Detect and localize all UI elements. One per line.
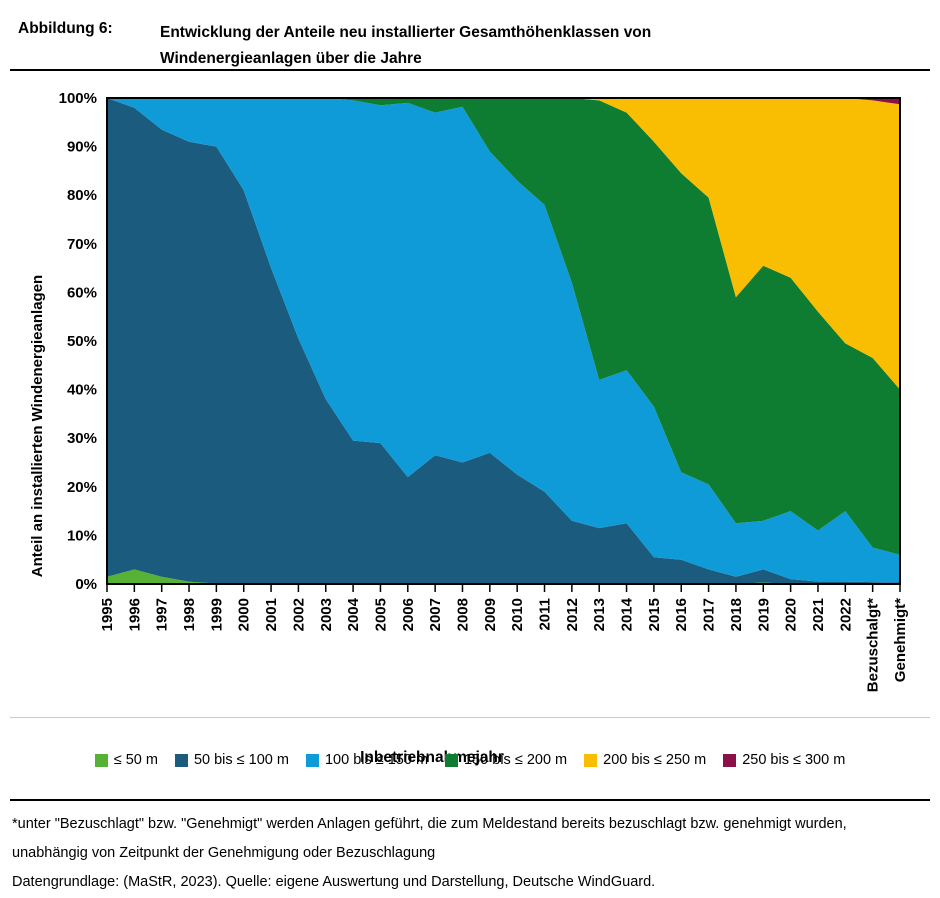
legend-label: ≤ 50 m xyxy=(113,752,158,768)
y-tick-label: 40% xyxy=(67,382,97,399)
y-tick-label: 20% xyxy=(67,479,97,496)
legend-chip xyxy=(94,753,108,767)
legend-label: 200 bis ≤ 250 m xyxy=(603,752,707,768)
area-series-3 xyxy=(107,98,900,555)
x-tick-label: 1997 xyxy=(154,598,171,631)
legend-chip xyxy=(174,753,188,767)
x-tick-label: 2002 xyxy=(290,598,307,631)
x-tick-label: 2018 xyxy=(728,598,745,631)
figure-label: Abbildung 6: xyxy=(18,20,113,37)
y-tick-label: 70% xyxy=(67,236,97,253)
x-tick-label: 2012 xyxy=(564,598,581,631)
x-tick-label: 2008 xyxy=(454,598,471,631)
x-tick-label: 1998 xyxy=(181,598,198,631)
source-text: Datengrundlage: (MaStR, 2023). Quelle: e… xyxy=(12,874,656,890)
x-tick-label: 2010 xyxy=(509,598,526,631)
x-tick-label: 2009 xyxy=(482,598,499,631)
y-tick-label: 0% xyxy=(75,576,97,593)
x-tick-label: Genehmigt* xyxy=(892,598,909,682)
legend-chip xyxy=(723,753,737,767)
plot-border xyxy=(106,97,901,585)
x-tick-label: 2020 xyxy=(783,598,800,631)
x-axis-ticks xyxy=(106,585,901,592)
x-tick-label: 2005 xyxy=(372,598,389,631)
legend-item-5: 250 bis ≤ 300 m xyxy=(723,752,845,768)
legend-label: 150 bis ≤ 200 m xyxy=(464,752,568,768)
y-tick-label: 90% xyxy=(67,139,97,156)
legend-item-0: ≤ 50 m xyxy=(94,752,158,768)
legend-item-3: 150 bis ≤ 200 m xyxy=(445,752,567,768)
y-tick-label: 10% xyxy=(67,527,97,544)
x-tick-label: 2021 xyxy=(810,598,827,631)
x-tick-label: 1996 xyxy=(126,598,143,631)
y-tick-label: 50% xyxy=(67,333,97,350)
stacked-area-chart: 1995 1996 1997 1998 1999 2000 2001 2002 2003 2004… xyxy=(59,90,909,692)
x-tick-label: 2007 xyxy=(427,598,444,631)
x-tick-label: 1995 xyxy=(99,598,116,631)
y-tick-label: 80% xyxy=(67,187,97,204)
x-tick-label: 1999 xyxy=(208,598,225,631)
legend-chip xyxy=(584,753,598,767)
x-tick-label: 2000 xyxy=(236,598,253,631)
x-tick-label: 2004 xyxy=(345,597,362,631)
legend-chip xyxy=(305,753,319,767)
legend-label: 50 bis ≤ 100 m xyxy=(193,752,289,768)
x-tick-label: 2017 xyxy=(701,598,718,631)
header-divider xyxy=(10,69,930,71)
x-tick-label: 2016 xyxy=(673,598,690,631)
legend-item-1: 50 bis ≤ 100 m xyxy=(174,752,289,768)
x-tick-label: 2022 xyxy=(837,598,854,631)
footnote-text: *unter "Bezuschlagt" bzw. "Genehmigt" we… xyxy=(12,816,847,861)
area-series-1 xyxy=(107,98,900,584)
legend-item-4: 200 bis ≤ 250 m xyxy=(584,752,706,768)
legend-chip xyxy=(445,753,459,767)
area-series-0 xyxy=(107,569,900,584)
x-tick-label: 2001 xyxy=(263,598,280,631)
footer-divider xyxy=(10,799,930,801)
x-tick-label: 2019 xyxy=(755,598,772,631)
x-tick-label: 2003 xyxy=(318,598,335,631)
figure-title: Entwicklung der Anteile neu installierte… xyxy=(160,24,652,67)
area-series-4 xyxy=(107,98,900,390)
x-axis-title: Inbetriebnahmejahr xyxy=(360,749,504,766)
y-tick-label: 60% xyxy=(67,284,97,301)
x-axis-labels: 1995 1996 1997 1998 1999 2000 2001 2002 2003 2004… xyxy=(99,597,909,692)
x-tick-label: Bezuschalgt* xyxy=(865,598,882,692)
legend-item-2: 100 bis ≤ 150 m xyxy=(305,752,429,768)
area-series-2 xyxy=(107,98,900,583)
legend-label: 100 bis ≤ 150 m xyxy=(324,752,429,768)
x-tick-label: 2011 xyxy=(537,598,554,631)
x-tick-label: 2015 xyxy=(646,598,663,631)
legend-label: 250 bis ≤ 300 m xyxy=(742,752,846,768)
chart-legend: ≤ 50 m 50 bis ≤ 100 m 100 bis ≤ 150 m 150 b… xyxy=(0,745,940,775)
y-tick-label: 100% xyxy=(59,90,97,107)
footnotes: *unter "Bezuschlagt" bzw. "Genehmigt" we… xyxy=(12,810,892,897)
x-tick-label: 2013 xyxy=(591,598,608,631)
chart-area: Anteil an installierten Windenergieanlag… xyxy=(0,85,940,766)
y-tick-label: 30% xyxy=(67,430,97,447)
x-tick-label: 2006 xyxy=(400,598,417,631)
chart-legend-divider xyxy=(10,717,930,718)
y-axis-labels: 0% 10% 20% 30% 40% 50% 60% 70% 80% 90% 100% xyxy=(59,90,97,593)
x-tick-label: 2014 xyxy=(619,597,636,631)
